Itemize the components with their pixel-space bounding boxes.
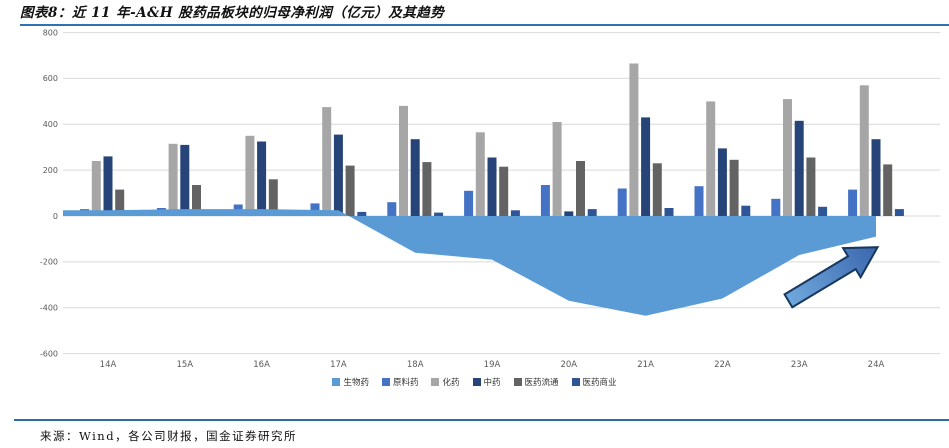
- y-tick-label: 400: [43, 120, 58, 129]
- footer-rule: [14, 419, 949, 421]
- y-tick-label: 0: [53, 212, 58, 221]
- bar-化药: [629, 63, 639, 216]
- legend-swatch-icon: [472, 378, 481, 386]
- bar-中药: [717, 148, 727, 216]
- bar-医药商业: [357, 211, 367, 216]
- bar-医药流通: [499, 166, 509, 216]
- bar-医药流通: [115, 189, 125, 216]
- legend-item-生物药: 生物药: [332, 376, 369, 388]
- bar-医药流通: [192, 185, 201, 216]
- x-tick-label: 23A: [791, 360, 808, 370]
- bar-医药商业: [818, 206, 828, 216]
- y-tick-label: -600: [40, 349, 58, 358]
- source-note: 来源：Wind，各公司财报，国金证券研究所: [40, 429, 298, 443]
- bar-医药商业: [510, 210, 520, 216]
- bar-中药: [487, 157, 497, 216]
- bar-医药流通: [806, 157, 816, 216]
- bar-医药流通: [883, 164, 893, 216]
- bar-原料药: [387, 202, 397, 216]
- bar-中药: [410, 139, 420, 216]
- legend-label: 生物药: [343, 378, 369, 388]
- legend-swatch-icon: [513, 378, 522, 386]
- legend-label: 中药: [483, 378, 501, 388]
- x-tick-label: 20A: [560, 360, 577, 370]
- bar-中药: [257, 141, 267, 216]
- chart-area: -600 -400 -200 0 200 400 600 800 14A 15A 16A 17A 18A…: [30, 28, 949, 374]
- bar-中药: [871, 139, 881, 216]
- area-生物药: [63, 209, 876, 316]
- y-tick-label: -400: [40, 304, 58, 313]
- bar-原料药: [848, 189, 858, 216]
- bar-化药: [168, 143, 178, 216]
- y-tick-label: 200: [43, 166, 58, 175]
- bar-化药: [475, 132, 485, 216]
- trend-arrow-icon: [783, 246, 880, 309]
- chart-legend: 生物药 原料药 化药 中药 医药流通 医药商业: [0, 374, 949, 390]
- bar-化药: [706, 101, 716, 216]
- bar-医药商业: [894, 209, 904, 216]
- x-tick-label: 14A: [100, 360, 117, 370]
- legend-swatch-icon: [571, 378, 580, 386]
- legend-swatch-icon: [431, 378, 440, 386]
- bar-化药: [552, 122, 562, 216]
- bar-原料药: [540, 185, 550, 216]
- legend-item-中药: 中药: [472, 376, 501, 388]
- bar-化药: [783, 99, 792, 216]
- bar-医药流通: [422, 162, 432, 216]
- bar-化药: [322, 107, 332, 216]
- x-tick-label: 22A: [714, 360, 731, 370]
- x-tick-label: 24A: [868, 360, 885, 370]
- bar-化药: [91, 161, 101, 216]
- profit-trend-chart: -600 -400 -200 0 200 400 600 800 14A 15A 16A 17A 18A…: [40, 28, 940, 370]
- bar-中药: [180, 144, 190, 216]
- y-tick-label: 800: [43, 29, 58, 37]
- bar-中药: [641, 117, 651, 216]
- x-tick-label: 21A: [637, 360, 654, 370]
- bar-中药: [794, 120, 804, 216]
- x-tick-label: 15A: [176, 360, 193, 370]
- bar-中药: [564, 211, 574, 216]
- bar-医药商业: [664, 208, 674, 216]
- bar-化药: [245, 135, 255, 217]
- chart-title: 图表8：近 11 年-A&H 股药品板块的归母净利润（亿元）及其趋势: [20, 5, 445, 21]
- legend-label: 化药: [442, 378, 460, 388]
- bar-原料药: [694, 186, 704, 216]
- bar-医药商业: [434, 212, 444, 216]
- x-tick-label: 19A: [484, 360, 501, 370]
- bar-原料药: [310, 203, 320, 216]
- legend-item-医药商业: 医药商业: [571, 376, 617, 388]
- bar-医药流通: [268, 179, 278, 216]
- title-underline: [20, 24, 949, 26]
- y-tick-label: -200: [40, 258, 58, 267]
- bar-医药流通: [652, 163, 662, 216]
- bar-医药流通: [576, 161, 585, 216]
- bar-医药流通: [345, 165, 355, 216]
- bar-医药流通: [729, 159, 739, 216]
- legend-swatch-icon: [332, 378, 341, 386]
- legend-label: 医药商业: [582, 378, 617, 388]
- y-tick-label: 600: [43, 74, 58, 83]
- bar-化药: [859, 85, 869, 216]
- legend-swatch-icon: [381, 378, 390, 386]
- bar-中药: [103, 156, 113, 216]
- legend-item-医药流通: 医药流通: [513, 376, 559, 388]
- bar-中药: [333, 134, 343, 216]
- bar-原料药: [617, 188, 627, 216]
- x-tick-label: 16A: [253, 360, 270, 370]
- legend-label: 医药流通: [524, 378, 559, 388]
- legend-item-原料药: 原料药: [381, 376, 419, 388]
- legend-item-化药: 化药: [431, 376, 460, 388]
- bar-原料药: [464, 190, 474, 216]
- bar-医药商业: [741, 205, 751, 216]
- bar-医药商业: [587, 209, 597, 216]
- x-tick-label: 17A: [330, 360, 347, 370]
- x-tick-label: 18A: [407, 360, 424, 370]
- bar-原料药: [771, 198, 781, 216]
- bar-化药: [399, 105, 408, 216]
- legend-label: 原料药: [392, 378, 419, 388]
